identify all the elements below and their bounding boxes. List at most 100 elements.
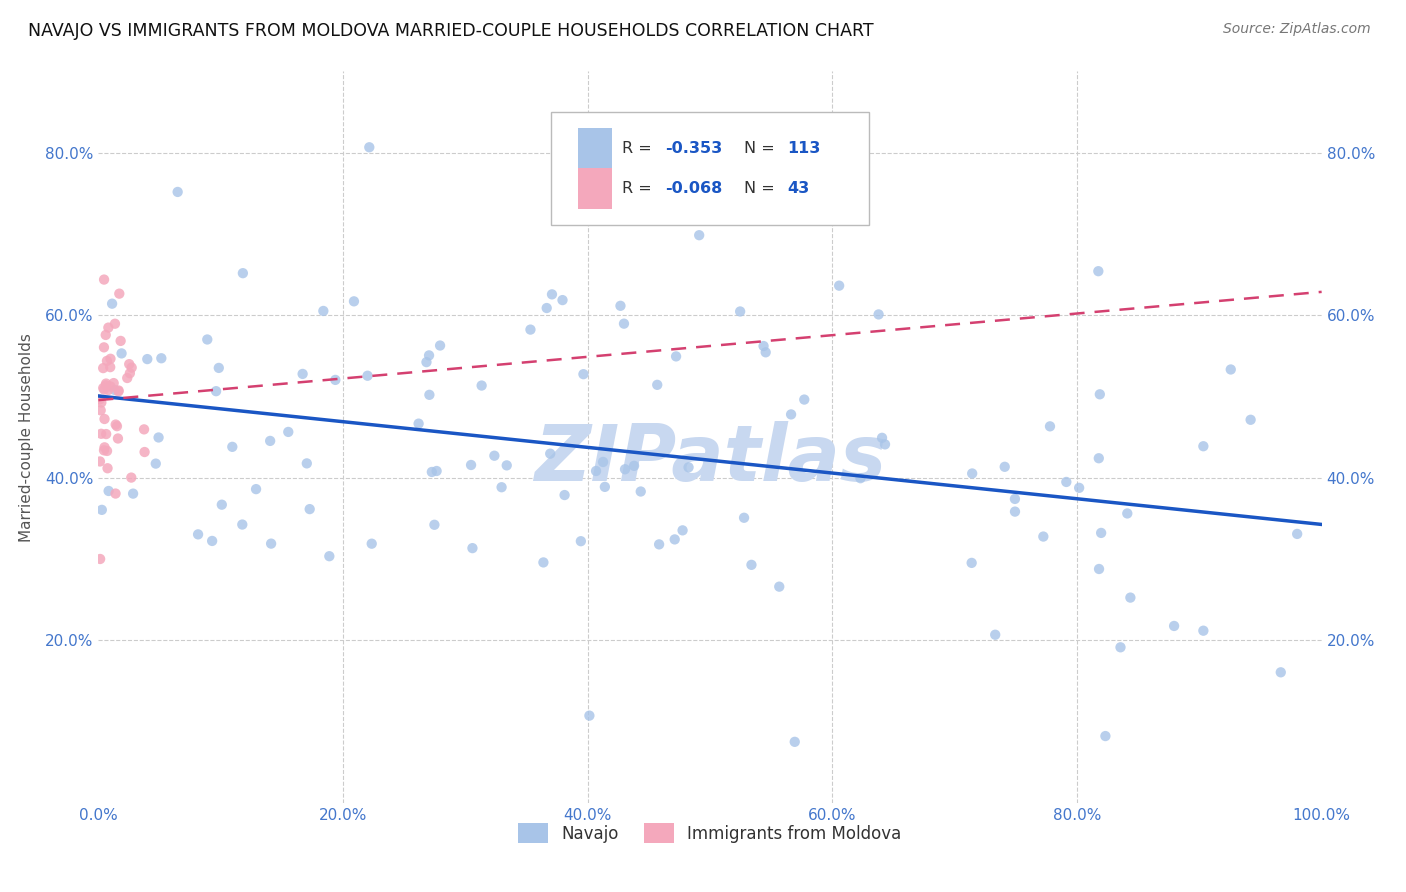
- Point: [245, 482, 267, 496]
- Point: [572, 367, 595, 381]
- Point: [122, 486, 145, 500]
- Point: [110, 334, 132, 348]
- Point: [90, 403, 112, 417]
- Point: [201, 533, 224, 548]
- Point: [420, 465, 443, 479]
- FancyBboxPatch shape: [578, 128, 612, 169]
- Point: [96, 461, 118, 475]
- Text: -0.068: -0.068: [665, 181, 723, 196]
- Point: [578, 708, 600, 723]
- Point: [1054, 475, 1077, 489]
- Point: [665, 350, 688, 364]
- Point: [1239, 413, 1261, 427]
- Point: [259, 434, 281, 448]
- Point: [1119, 591, 1142, 605]
- Point: [960, 467, 983, 481]
- Point: [115, 371, 138, 385]
- Point: [1088, 387, 1111, 401]
- Point: [984, 628, 1007, 642]
- Point: [132, 422, 155, 436]
- Point: [356, 368, 378, 383]
- Point: [536, 301, 558, 315]
- Point: [93, 340, 115, 354]
- Point: [1163, 619, 1185, 633]
- Point: [93, 272, 115, 286]
- Point: [94, 376, 117, 391]
- Point: [107, 432, 129, 446]
- Point: [585, 464, 607, 478]
- Point: [232, 266, 254, 280]
- Point: [1219, 362, 1241, 376]
- Point: [415, 355, 437, 369]
- Point: [429, 338, 451, 352]
- Point: [93, 440, 115, 454]
- Point: [103, 376, 125, 390]
- Point: [208, 360, 231, 375]
- Text: ZIPatlas: ZIPatlas: [534, 421, 886, 497]
- Point: [343, 294, 366, 309]
- Point: [97, 483, 120, 498]
- Point: [418, 348, 440, 362]
- Point: [221, 440, 243, 454]
- Point: [614, 462, 637, 476]
- Point: [94, 427, 117, 442]
- Point: [107, 384, 129, 398]
- Point: [93, 443, 115, 458]
- Point: [1087, 264, 1109, 278]
- Point: [318, 549, 340, 564]
- Point: [93, 412, 115, 426]
- Point: [101, 296, 124, 310]
- Point: [148, 430, 170, 444]
- Point: [461, 541, 484, 555]
- Point: [205, 384, 228, 399]
- Point: [96, 444, 118, 458]
- Point: [298, 502, 321, 516]
- Point: [1088, 451, 1111, 466]
- Point: [110, 346, 132, 360]
- Text: 43: 43: [787, 181, 810, 196]
- Point: [740, 558, 762, 572]
- Point: [100, 379, 122, 393]
- Y-axis label: Married-couple Households: Married-couple Households: [18, 333, 34, 541]
- Point: [89, 454, 111, 468]
- Point: [460, 458, 482, 472]
- Point: [495, 458, 517, 473]
- Point: [645, 377, 668, 392]
- Point: [613, 317, 636, 331]
- Point: [97, 383, 120, 397]
- Point: [1286, 527, 1309, 541]
- Text: N =: N =: [744, 181, 780, 196]
- Point: [96, 354, 118, 368]
- Point: [519, 323, 541, 337]
- Point: [1090, 525, 1112, 540]
- Point: [166, 185, 188, 199]
- Point: [1039, 419, 1062, 434]
- Point: [118, 357, 141, 371]
- Point: [793, 392, 815, 407]
- Text: NAVAJO VS IMMIGRANTS FROM MOLDOVA MARRIED-COUPLE HOUSEHOLDS CORRELATION CHART: NAVAJO VS IMMIGRANTS FROM MOLDOVA MARRIE…: [28, 22, 873, 40]
- Point: [90, 395, 112, 409]
- Text: R =: R =: [621, 181, 657, 196]
- Point: [121, 360, 143, 375]
- Text: 113: 113: [787, 141, 821, 156]
- Point: [554, 488, 576, 502]
- Point: [359, 140, 381, 154]
- Point: [491, 480, 513, 494]
- Point: [89, 552, 111, 566]
- Point: [211, 498, 233, 512]
- Point: [728, 304, 751, 318]
- Point: [136, 352, 159, 367]
- Point: [150, 351, 173, 366]
- Point: [107, 384, 129, 399]
- Point: [277, 425, 299, 439]
- Point: [291, 367, 314, 381]
- Point: [312, 304, 335, 318]
- Point: [260, 536, 283, 550]
- Point: [1004, 491, 1026, 506]
- Point: [828, 278, 851, 293]
- Point: [780, 408, 803, 422]
- Text: N =: N =: [744, 141, 780, 156]
- Point: [187, 527, 209, 541]
- Point: [541, 287, 564, 301]
- Point: [1094, 729, 1116, 743]
